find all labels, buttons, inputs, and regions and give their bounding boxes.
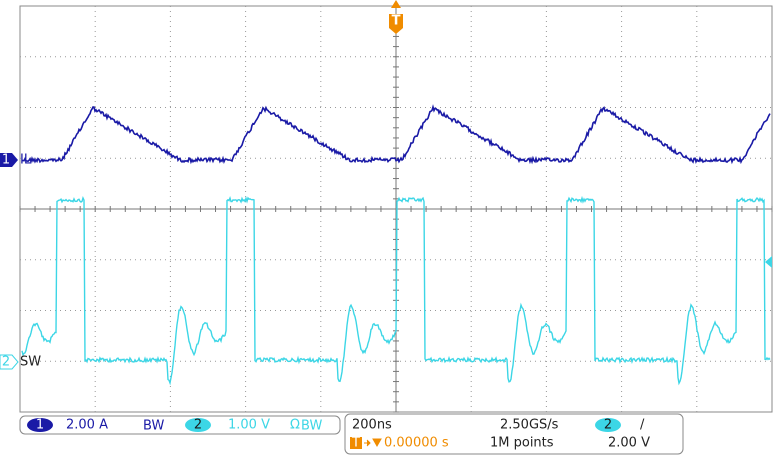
channel-1-badge-number: 1 xyxy=(36,418,44,433)
graticule xyxy=(19,5,773,413)
trigger-marker-label: T xyxy=(392,14,401,29)
channel-1-badge xyxy=(27,418,53,432)
channel-readout-box xyxy=(19,415,341,435)
channel-2-termination: Ω xyxy=(290,418,300,433)
channel-2-badge xyxy=(185,418,211,432)
trigger-position-icon-label: T xyxy=(351,436,360,451)
trigger-position: 0.00000 s xyxy=(384,436,449,451)
channel-1-waveform xyxy=(21,104,771,165)
channel-1-label: IL xyxy=(20,153,32,168)
record-length: 1M points xyxy=(490,436,554,451)
timebase-scale: 200ns xyxy=(352,418,392,433)
channel-2-scale: 1.00 V xyxy=(228,418,270,433)
channel-2-number: 2 xyxy=(2,355,10,370)
trigger-marker xyxy=(389,14,403,34)
channel-2-label: SW xyxy=(20,355,41,370)
channel-1-marker xyxy=(0,153,18,167)
channel-2-bw: BW xyxy=(301,419,322,434)
channel-1-bw: BW xyxy=(143,419,164,434)
trigger-source: 2 xyxy=(604,418,612,433)
trigger-slope: / xyxy=(640,418,645,433)
trigger-level-marker xyxy=(765,256,772,268)
trigger-source-badge xyxy=(595,418,621,432)
channel-1-number: 1 xyxy=(2,153,10,168)
channel-2-marker xyxy=(0,354,19,370)
channel-1-scale: 2.00 A xyxy=(66,418,108,433)
channel-2-waveform xyxy=(21,195,771,386)
sample-rate: 2.50GS/s xyxy=(500,418,559,433)
trigger-position-icon xyxy=(350,437,362,449)
trigger-position-arrow xyxy=(364,438,382,448)
trigger-level: 2.00 V xyxy=(608,436,650,451)
trigger-arrow xyxy=(391,0,401,8)
channel-2-badge-number: 2 xyxy=(194,418,202,433)
